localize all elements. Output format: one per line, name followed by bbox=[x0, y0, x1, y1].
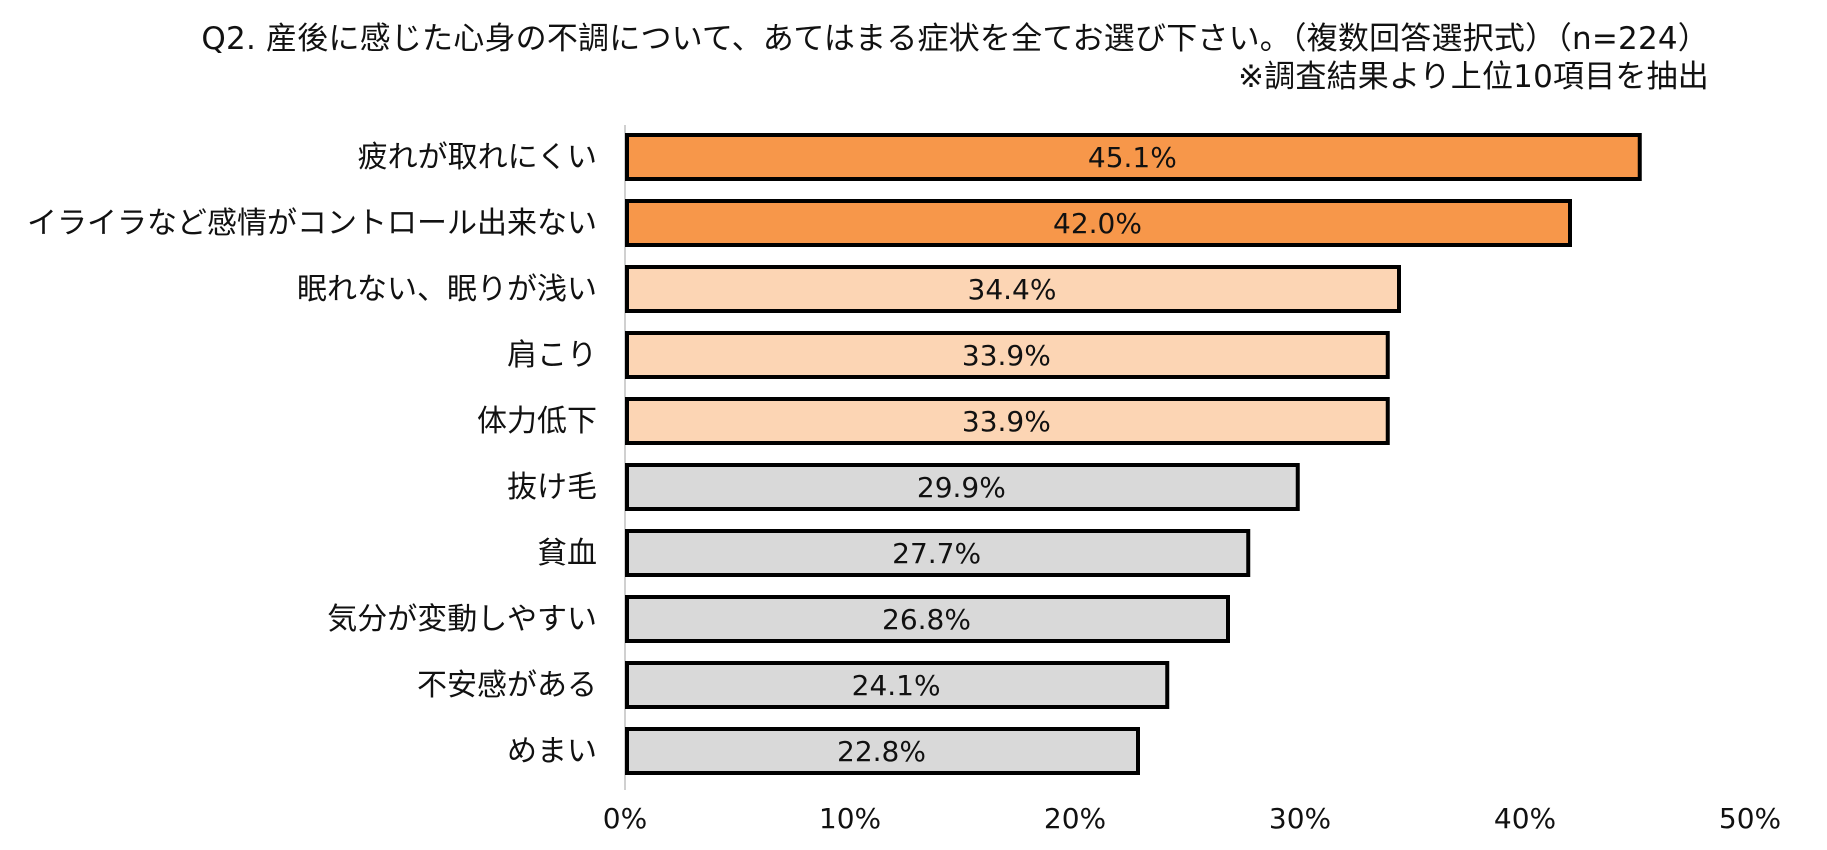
data-label: 33.9% bbox=[962, 405, 1051, 438]
data-label: 27.7% bbox=[892, 537, 981, 570]
chart-subtitle: ※調査結果より上位10項目を抽出 bbox=[1238, 59, 1709, 95]
category-label: イライラなど感情がコントロール出来ない bbox=[27, 206, 597, 241]
data-label: 29.9% bbox=[917, 471, 1006, 504]
category-label: 眠れない、眠りが浅い bbox=[297, 272, 597, 307]
category-label: 肩こり bbox=[507, 338, 597, 373]
category-label: 貧血 bbox=[537, 536, 597, 571]
data-label: 24.1% bbox=[852, 669, 941, 702]
bar bbox=[625, 397, 1390, 445]
category-label: 不安感がある bbox=[417, 668, 597, 703]
bar bbox=[625, 133, 1642, 181]
bar bbox=[625, 463, 1300, 511]
bar bbox=[625, 727, 1140, 775]
bar bbox=[625, 265, 1401, 313]
category-label: 気分が変動しやすい bbox=[327, 602, 597, 637]
x-tick-label: 20% bbox=[1044, 802, 1106, 835]
data-label: 33.9% bbox=[962, 339, 1051, 372]
data-label: 26.8% bbox=[882, 603, 971, 636]
bar bbox=[625, 199, 1572, 247]
data-label: 42.0% bbox=[1053, 207, 1142, 240]
category-label: めまい bbox=[507, 734, 597, 769]
chart-title-block: Q2. 産後に感じた心身の不調について、あてはまる症状を全てお選び下さい。（複数… bbox=[201, 20, 1709, 96]
x-tick-label: 30% bbox=[1269, 802, 1331, 835]
x-tick-label: 50% bbox=[1719, 802, 1781, 835]
data-label: 34.4% bbox=[968, 273, 1057, 306]
x-tick-label: 10% bbox=[819, 802, 881, 835]
bars-layer bbox=[625, 133, 1642, 775]
bar bbox=[625, 331, 1390, 379]
category-label: 体力低下 bbox=[477, 404, 597, 439]
data-label: 22.8% bbox=[837, 735, 926, 768]
labels-layer: 0% 10% 20% 30% 40% 50% 疲れが取れにくい 45.1% イライラなど感情がコ… bbox=[27, 140, 1781, 835]
category-label: 抜け毛 bbox=[507, 470, 597, 505]
bar bbox=[625, 661, 1170, 709]
x-tick-label: 0% bbox=[603, 802, 647, 835]
x-tick-label: 40% bbox=[1494, 802, 1556, 835]
chart-title: Q2. 産後に感じた心身の不調について、あてはまる症状を全てお選び下さい。（複数… bbox=[201, 21, 1709, 57]
bar bbox=[625, 529, 1251, 577]
category-label: 疲れが取れにくい bbox=[358, 140, 597, 175]
data-label: 45.1% bbox=[1088, 141, 1177, 174]
bar bbox=[625, 595, 1230, 643]
